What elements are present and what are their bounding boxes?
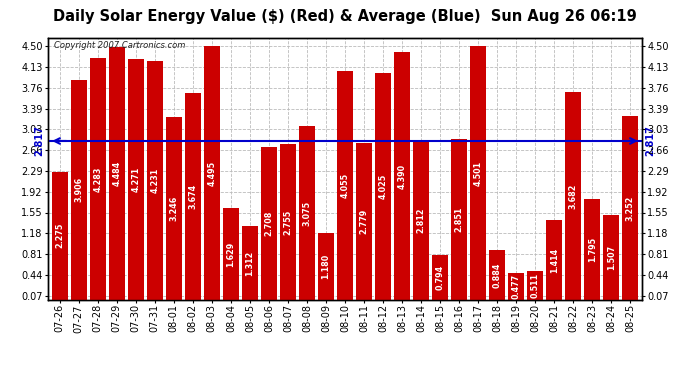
Bar — [584, 199, 600, 300]
Text: 0.511: 0.511 — [531, 273, 540, 298]
Text: Daily Solar Energy Value ($) (Red) & Average (Blue)  Sun Aug 26 06:19: Daily Solar Energy Value ($) (Red) & Ave… — [53, 9, 637, 24]
Bar — [546, 220, 562, 300]
Text: 1.312: 1.312 — [246, 251, 255, 276]
Text: 0.477: 0.477 — [512, 274, 521, 299]
Bar — [489, 250, 505, 300]
Bar — [604, 215, 619, 300]
Bar — [299, 126, 315, 300]
Bar — [565, 92, 581, 300]
Bar — [433, 255, 448, 300]
Text: 2.755: 2.755 — [284, 210, 293, 235]
Bar — [318, 233, 334, 300]
Text: Copyright 2007 Cartronics.com: Copyright 2007 Cartronics.com — [55, 42, 186, 51]
Bar — [204, 46, 219, 300]
Bar — [147, 61, 163, 300]
Text: 4.025: 4.025 — [379, 174, 388, 199]
Text: 4.495: 4.495 — [208, 160, 217, 186]
Text: 1.795: 1.795 — [588, 237, 597, 262]
Bar — [52, 172, 68, 300]
Bar — [166, 117, 181, 300]
Text: 0.794: 0.794 — [435, 265, 444, 290]
Text: 4.501: 4.501 — [473, 160, 482, 186]
Bar — [71, 80, 86, 300]
Text: 1.180: 1.180 — [322, 254, 331, 279]
Text: 1.414: 1.414 — [550, 248, 559, 273]
Text: 2.817: 2.817 — [34, 126, 44, 156]
Text: 2.851: 2.851 — [455, 207, 464, 232]
Bar — [242, 226, 257, 300]
Text: 1.629: 1.629 — [226, 242, 235, 267]
Text: 4.271: 4.271 — [131, 167, 140, 192]
Bar — [337, 71, 353, 300]
Text: 3.682: 3.682 — [569, 183, 578, 209]
Text: 1.507: 1.507 — [607, 245, 615, 270]
Bar — [223, 208, 239, 300]
Text: 2.708: 2.708 — [264, 211, 273, 236]
Text: 4.055: 4.055 — [340, 173, 350, 198]
Text: 3.674: 3.674 — [188, 184, 197, 209]
Text: 2.275: 2.275 — [55, 223, 64, 249]
Bar — [375, 73, 391, 300]
Bar — [394, 52, 410, 300]
Text: 2.817: 2.817 — [646, 126, 656, 156]
Text: 4.231: 4.231 — [150, 168, 159, 193]
Bar — [413, 141, 429, 300]
Text: 3.906: 3.906 — [75, 177, 83, 203]
Bar — [509, 273, 524, 300]
Bar — [109, 47, 125, 300]
Bar — [280, 144, 296, 300]
Bar — [356, 143, 372, 300]
Bar — [185, 93, 201, 300]
Bar — [90, 58, 106, 300]
Text: 4.484: 4.484 — [112, 161, 121, 186]
Bar — [622, 116, 638, 300]
Text: 3.075: 3.075 — [302, 201, 311, 226]
Bar — [128, 59, 144, 300]
Text: 2.812: 2.812 — [417, 208, 426, 233]
Text: 3.252: 3.252 — [626, 195, 635, 221]
Bar — [261, 147, 277, 300]
Bar — [527, 271, 543, 300]
Text: 4.283: 4.283 — [93, 166, 102, 192]
Text: 2.779: 2.779 — [359, 209, 368, 234]
Text: 3.246: 3.246 — [169, 196, 178, 221]
Text: 0.884: 0.884 — [493, 262, 502, 288]
Text: 4.390: 4.390 — [397, 164, 406, 189]
Bar — [471, 46, 486, 300]
Bar — [451, 139, 467, 300]
